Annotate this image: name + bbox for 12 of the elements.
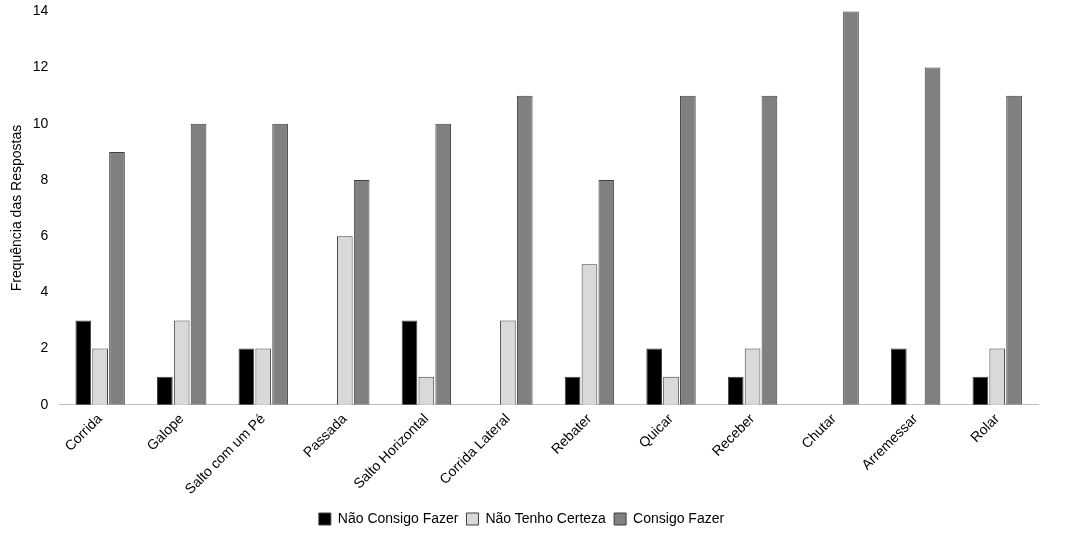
y-tick-label: 6: [40, 227, 49, 244]
legend-label: Não Consigo Fazer: [337, 509, 459, 526]
y-tick-label: 12: [32, 58, 49, 75]
y-tick-label: 8: [40, 170, 49, 187]
y-tick-label: 4: [40, 283, 49, 300]
legend-label: Não Tenho Certeza: [485, 509, 607, 526]
y-tick-label: 0: [40, 395, 49, 412]
y-tick-label: 2: [40, 339, 49, 356]
legend-label: Consigo Fazer: [633, 509, 725, 526]
y-tick-label: 10: [32, 114, 49, 131]
y-axis-title: Frequência das Respostas: [8, 124, 25, 292]
y-tick-label: 14: [32, 2, 49, 19]
